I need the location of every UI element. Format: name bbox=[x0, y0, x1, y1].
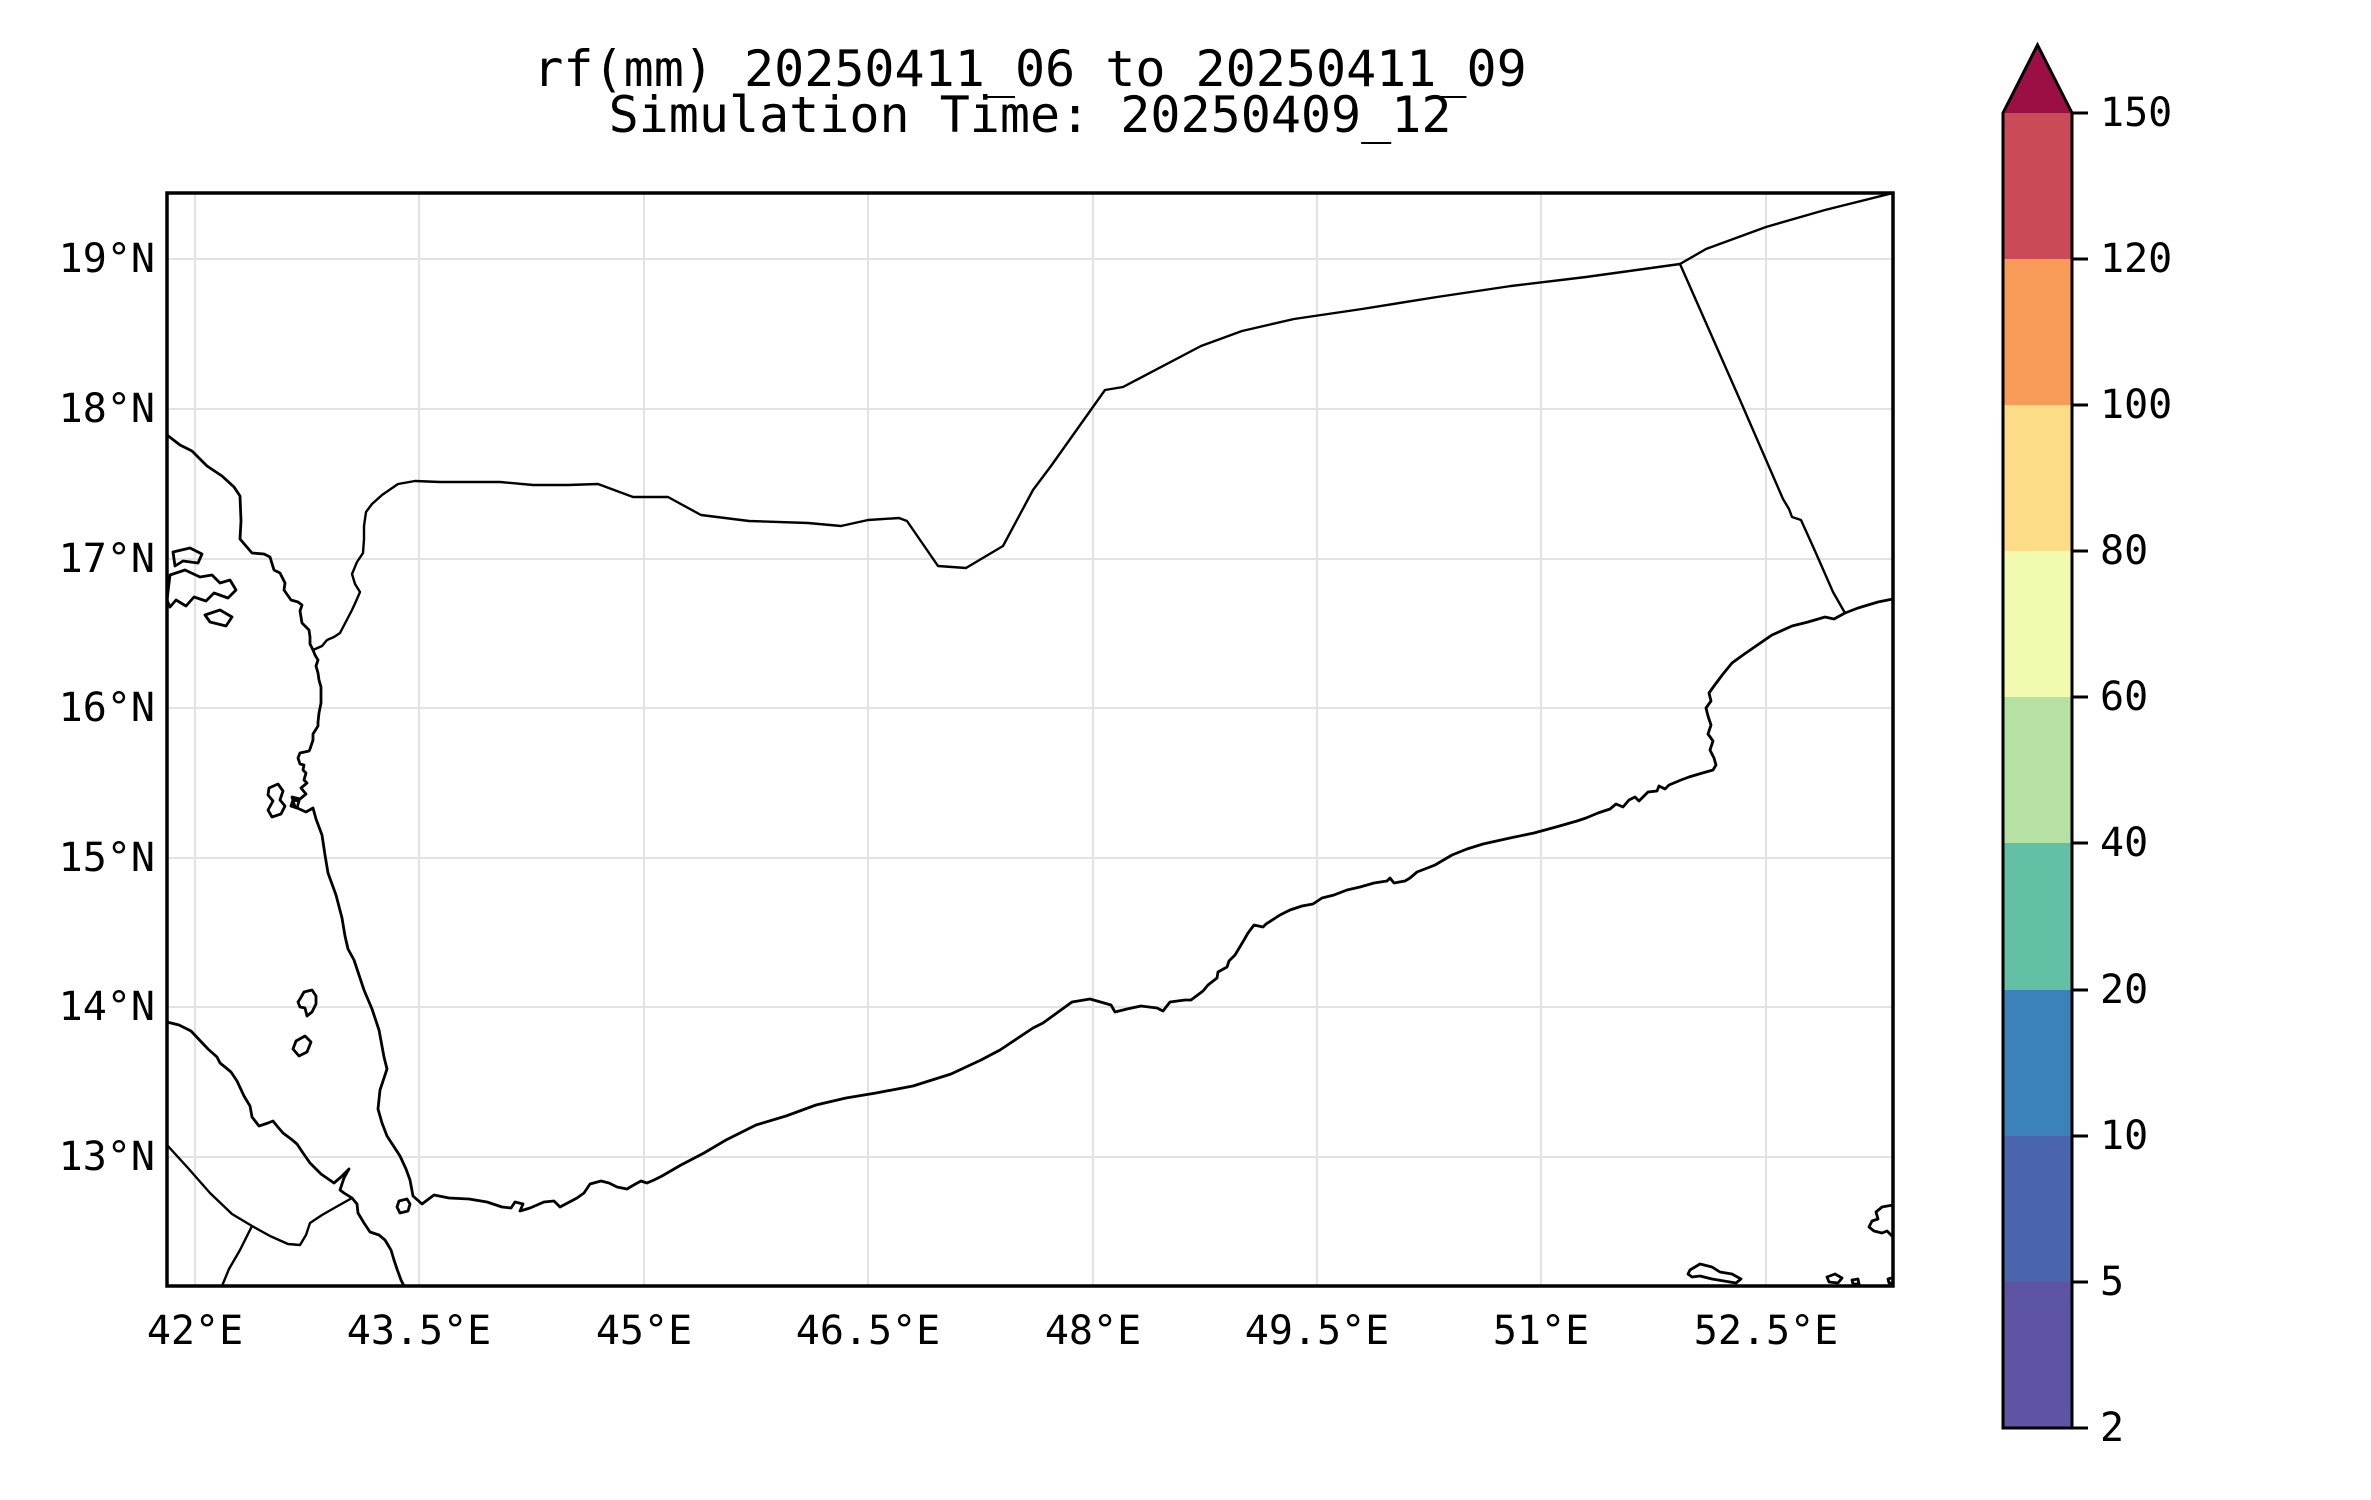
cbar-segment-5-10 bbox=[2003, 1136, 2072, 1282]
cbar-label-40: 40 bbox=[2100, 820, 2148, 866]
cbar-label-80: 80 bbox=[2100, 528, 2148, 574]
colorbar: 150 120 100 80 60 40 20 10 5 2 bbox=[2001, 41, 2172, 1451]
cbar-segment-80-100 bbox=[2003, 405, 2072, 551]
x-tick-46p5E: 46.5°E bbox=[796, 1308, 941, 1354]
y-tick-14N: 14°N bbox=[59, 984, 155, 1030]
island-abd-al-kuri bbox=[1686, 1262, 1743, 1285]
cbar-label-2: 2 bbox=[2100, 1405, 2124, 1451]
island-hanish bbox=[291, 1034, 313, 1058]
x-tick-48E: 48°E bbox=[1045, 1308, 1141, 1354]
island-farasan-north bbox=[171, 546, 204, 568]
cbar-labels: 150 120 100 80 60 40 20 10 5 2 bbox=[2100, 90, 2172, 1451]
cbar-segment-100-120 bbox=[2003, 259, 2072, 405]
island-farasan-main bbox=[167, 568, 238, 609]
cbar-label-20: 20 bbox=[2100, 967, 2148, 1013]
y-tick-18N: 18°N bbox=[59, 386, 155, 432]
title-block: rf(mm) 20250411_06 to 20250411_09 Simula… bbox=[533, 40, 1526, 144]
cbar-segment-60-80 bbox=[2003, 551, 2072, 697]
cbar-segment-10-20 bbox=[2003, 990, 2072, 1136]
cbar-label-5: 5 bbox=[2100, 1259, 2124, 1305]
island-perim bbox=[395, 1197, 412, 1215]
y-tick-15N: 15°N bbox=[59, 835, 155, 881]
border-africa bbox=[167, 1143, 354, 1286]
cbar-label-60: 60 bbox=[2100, 674, 2148, 720]
y-tick-13N: 13°N bbox=[59, 1134, 155, 1180]
x-tick-45E: 45°E bbox=[596, 1308, 692, 1354]
cbar-ticks bbox=[2072, 111, 2088, 1430]
plot-title: rf(mm) 20250411_06 to 20250411_09 bbox=[533, 40, 1526, 98]
coastline-arabia bbox=[167, 433, 1893, 1213]
border-oman-yemen bbox=[1678, 262, 1847, 615]
island-brothers-islet bbox=[1850, 1277, 1861, 1286]
island-brothers bbox=[1825, 1272, 1844, 1285]
cbar-over-arrow bbox=[2003, 45, 2072, 113]
cbar-segment-40-60 bbox=[2003, 697, 2072, 843]
island-socotra-tip bbox=[1867, 1203, 1893, 1239]
cbar-label-120: 120 bbox=[2100, 236, 2172, 282]
x-tick-43p5E: 43.5°E bbox=[347, 1308, 492, 1354]
plot-subtitle: Simulation Time: 20250409_12 bbox=[609, 86, 1452, 144]
map-lines bbox=[167, 193, 1893, 1286]
cbar-segment-20-40 bbox=[2003, 843, 2072, 990]
x-tick-42E: 42°E bbox=[147, 1308, 243, 1354]
cbar-label-150: 150 bbox=[2100, 90, 2172, 136]
map-panel bbox=[165, 191, 1895, 1288]
border-saudi-oman bbox=[1678, 193, 1893, 266]
x-tick-52p5E: 52.5°E bbox=[1694, 1308, 1839, 1354]
islands bbox=[167, 546, 1893, 1286]
map-frame bbox=[165, 191, 1895, 1288]
coastline-africa bbox=[167, 1020, 406, 1286]
island-farasan-south bbox=[203, 608, 234, 628]
island-kamaran bbox=[266, 782, 287, 819]
cbar-segment-120-150 bbox=[2003, 113, 2072, 259]
x-tick-49p5E: 49.5°E bbox=[1245, 1308, 1390, 1354]
island-kamaran-islet bbox=[289, 798, 301, 810]
cbar-outline bbox=[2001, 41, 2074, 1430]
y-tick-19N: 19°N bbox=[59, 236, 155, 282]
y-tick-16N: 16°N bbox=[59, 685, 155, 731]
island-zuqar bbox=[296, 988, 318, 1018]
cbar-segment-2-5 bbox=[2003, 1282, 2072, 1428]
y-axis: 19°N 18°N 17°N 16°N 15°N 14°N 13°N bbox=[59, 236, 155, 1180]
cbar-label-10: 10 bbox=[2100, 1113, 2148, 1159]
gridlines bbox=[167, 193, 1893, 1286]
cbar-label-100: 100 bbox=[2100, 382, 2172, 428]
x-tick-51E: 51°E bbox=[1493, 1308, 1589, 1354]
y-tick-17N: 17°N bbox=[59, 536, 155, 582]
border-saudi-yemen bbox=[311, 262, 1682, 652]
x-axis: 42°E 43.5°E 45°E 46.5°E 48°E 49.5°E 51°E… bbox=[147, 1308, 1838, 1354]
